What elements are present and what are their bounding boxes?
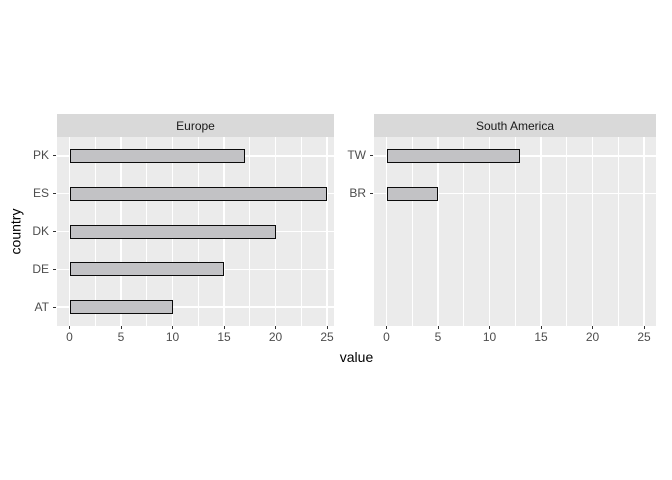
x-tick-mark (643, 326, 645, 329)
bar-south-america-br (386, 186, 438, 201)
facet-strip-label: Europe (176, 118, 215, 133)
x-tick-label: 20 (585, 330, 600, 344)
x-tick-mark (489, 326, 490, 329)
x-tick-label: 0 (383, 330, 390, 344)
x-tick-label: 25 (320, 330, 334, 344)
bar-europe-de (69, 262, 224, 277)
y-tick-label-at: AT (34, 299, 49, 314)
x-tick-mark (386, 326, 387, 329)
y-tick-label-es: ES (32, 186, 49, 201)
x-tick-label: 10 (482, 330, 497, 344)
facet-panel-south-america (374, 137, 656, 326)
gridline-major-y (57, 306, 334, 308)
y-tick-mark (52, 268, 56, 270)
facet-strip-europe: Europe (57, 114, 334, 137)
bar-europe-pk (69, 148, 245, 163)
x-tick-mark (223, 326, 225, 329)
gridline-minor-x (617, 137, 619, 326)
bar-europe-at (69, 300, 173, 315)
facet-strip-south-america: South America (374, 114, 656, 137)
x-tick-label: 25 (637, 330, 651, 344)
x-tick-mark (437, 326, 439, 329)
gridline-minor-x (463, 137, 465, 326)
gridline-major-x (643, 137, 645, 326)
x-tick-label: 15 (534, 330, 548, 344)
facet-strip-label: South America (475, 118, 555, 133)
x-tick-label: 20 (268, 330, 283, 344)
bar-europe-dk (69, 224, 276, 239)
facet-panel-europe (57, 137, 334, 326)
x-tick-mark (275, 326, 276, 329)
x-tick-label: 15 (217, 330, 231, 344)
x-tick-mark (69, 326, 70, 329)
gridline-major-x (385, 137, 388, 326)
x-axis-title: value (339, 349, 374, 365)
gridline-minor-x (411, 137, 413, 326)
x-tick-label: 5 (117, 330, 125, 344)
y-tick-label-br: BR (349, 186, 366, 201)
gridline-major-x (540, 137, 542, 326)
x-tick-label: 5 (434, 330, 442, 344)
bar-europe-es (69, 186, 327, 201)
y-tick-mark (52, 193, 56, 195)
y-tick-label-dk: DK (32, 224, 49, 238)
x-tick-mark (592, 326, 593, 329)
x-tick-mark (120, 326, 122, 329)
y-tick-label-tw: TW (347, 148, 366, 163)
gridline-major-x (488, 137, 491, 326)
gridline-major-x (591, 137, 594, 326)
gridline-major-y (374, 193, 656, 195)
y-tick-mark (52, 155, 56, 157)
x-tick-mark (540, 326, 542, 329)
bar-south-america-tw (386, 148, 521, 163)
y-tick-mark (369, 155, 373, 157)
y-tick-label-de: DE (32, 261, 49, 276)
y-tick-mark (52, 231, 56, 232)
y-tick-mark (369, 193, 373, 195)
gridline-minor-x (566, 137, 568, 326)
gridline-major-x (437, 137, 439, 326)
x-tick-label: 0 (66, 330, 73, 344)
gridline-minor-x (514, 137, 516, 326)
x-tick-label: 10 (165, 330, 180, 344)
y-tick-label-pk: PK (32, 148, 49, 163)
x-tick-mark (172, 326, 173, 329)
y-tick-mark (52, 306, 56, 308)
x-tick-mark (326, 326, 328, 329)
